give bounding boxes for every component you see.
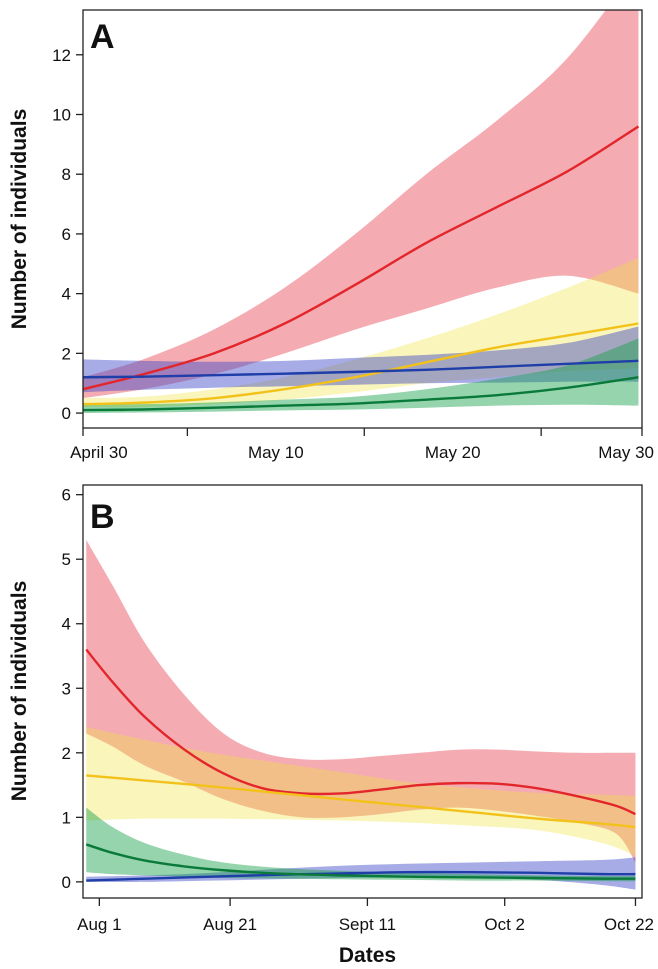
green-fitted-line <box>83 376 639 412</box>
x-tick-label: Aug 1 <box>77 915 121 934</box>
green-fitted-line <box>85 843 636 880</box>
x-axis-title: Dates <box>339 944 396 967</box>
y-tick-label: 0 <box>62 404 71 423</box>
red-confidence-band <box>83 10 639 399</box>
x-tick-label: April 30 <box>70 443 128 462</box>
red-fitted-line <box>85 648 636 816</box>
x-tick-label: Oct 22 <box>604 915 654 934</box>
y-tick-label: 3 <box>62 679 71 698</box>
y-tick-label: 10 <box>52 106 71 125</box>
y-tick-label: 0 <box>62 873 71 892</box>
yellow-fitted-line <box>83 322 639 406</box>
y-axis-title: Number of individuals <box>8 581 31 802</box>
plot-frame <box>82 9 643 429</box>
green-confidence-band <box>86 807 636 882</box>
x-tick-label: May 30 <box>598 443 654 462</box>
x-tick-label: May 10 <box>248 443 304 462</box>
plot-frame <box>82 484 643 899</box>
y-tick-label: 8 <box>62 165 71 184</box>
plot-area <box>83 10 640 414</box>
y-tick-label: 5 <box>62 550 71 569</box>
y-tick-label: 4 <box>62 285 71 304</box>
panel-b: 0 1 2 3 4 5 6 Aug 1 Aug 21 Sept 11 Oct 2 Oct 22 Numb… <box>8 484 654 967</box>
panel-letter: B <box>90 498 115 536</box>
x-tick-label: Oct 2 <box>484 915 525 934</box>
y-axis-title: Number of individuals <box>8 109 31 330</box>
panel-a: 0 2 4 6 8 10 12 April 30 May 10 May 20 May 30 Numbe… <box>8 9 654 462</box>
panel-letter: A <box>90 18 115 56</box>
blue-fitted-line <box>86 870 636 882</box>
y-tick-label: 12 <box>52 46 71 65</box>
y-tick-label: 4 <box>62 615 71 634</box>
red-confidence-band <box>86 539 636 863</box>
x-tick-label: Aug 21 <box>203 915 257 934</box>
blue-fitted-line <box>83 359 639 379</box>
y-tick-label: 1 <box>62 808 71 827</box>
y-tick-label: 2 <box>62 744 71 763</box>
y-tick-label: 6 <box>62 225 71 244</box>
red-fitted-line <box>83 125 640 391</box>
x-tick-label: Sept 11 <box>339 915 396 934</box>
plot-area <box>85 539 636 890</box>
yellow-fitted-line <box>86 774 636 829</box>
y-tick-label: 6 <box>62 486 71 505</box>
yellow-confidence-band <box>83 257 639 408</box>
y-tick-label: 2 <box>62 344 71 363</box>
x-tick-label: May 20 <box>425 443 481 462</box>
